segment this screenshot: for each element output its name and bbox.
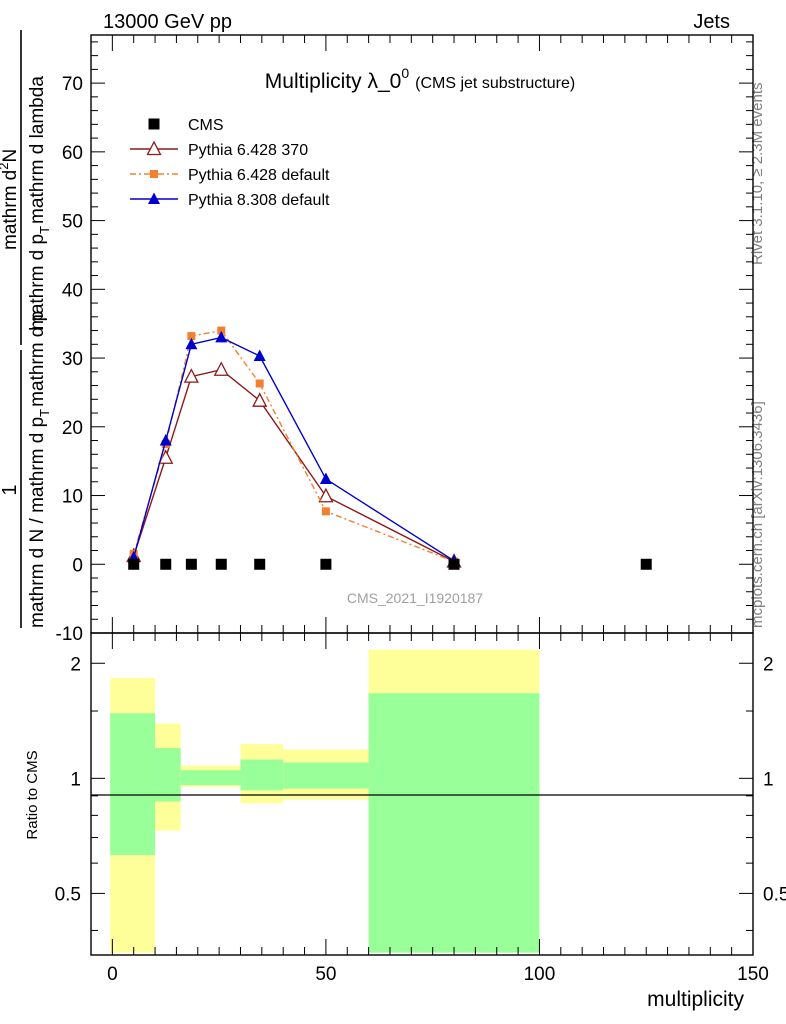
point-cms xyxy=(254,558,266,570)
point-pythia-6-428-370 xyxy=(252,392,268,407)
ratio-bands xyxy=(110,649,540,953)
y-tick-label: 20 xyxy=(62,418,83,439)
ratio-panel: 0.5 0.5 1 1 2 2 0 50 100 150 Ratio to CMS multipl… xyxy=(24,632,786,1011)
legend: CMS Pythia 6.428 370 Pythia 6.428 default P… xyxy=(130,117,330,209)
legend-label-pythia-6-428-default: Pythia 6.428 default xyxy=(188,167,330,184)
ratio-y-tick-label: 1 xyxy=(70,769,81,790)
point-pythia-6-428-default xyxy=(321,507,330,516)
rivet-version-label: Rivet 3.1.10, ≥ 2.3M events xyxy=(749,83,766,266)
ratio-band-inner xyxy=(283,762,369,789)
ylabel-frac1-denominator: mathrm d N / mathrm d pTmathrm d p xyxy=(27,311,52,628)
point-pythia-8-308-default xyxy=(319,472,332,485)
ylabel-frac1-numerator: 1 xyxy=(0,484,21,495)
point-pythia-6-428-370 xyxy=(213,361,229,376)
point-pythia-8-308-default xyxy=(215,330,228,343)
ratio-y-tick-label-right: 0.5 xyxy=(763,884,786,905)
y-tick-label: 50 xyxy=(62,212,83,233)
point-cms xyxy=(320,558,332,570)
legend-marker-pythia-8-308-default xyxy=(148,192,160,204)
ratio-band-inner xyxy=(240,759,284,791)
y-tick-label: 30 xyxy=(62,349,83,370)
ratio-y-tick-label: 0.5 xyxy=(55,884,81,905)
point-cms xyxy=(448,558,460,570)
ratio-y-tick-label-right: 1 xyxy=(763,769,774,790)
main-plot-panel: -10 0 10 20 30 40 50 60 70 CMS_2021_I1920187 Mul… xyxy=(56,34,754,645)
chart-title: Multiplicity λ_00(CMS jet substructure) xyxy=(265,65,575,93)
legend-label-pythia-8-308-default: Pythia 8.308 default xyxy=(188,192,330,209)
point-cms xyxy=(185,558,197,570)
mcplots-label: mcplots.cern.ch [arXiv:1306.3436] xyxy=(749,401,766,628)
y-tick-label: 40 xyxy=(62,280,83,301)
ratio-band-inner xyxy=(368,693,540,953)
x-tick-label: 0 xyxy=(107,964,118,985)
point-pythia-8-308-default xyxy=(159,434,172,446)
ratio-frame xyxy=(90,632,754,956)
x-tick-label: 150 xyxy=(737,964,769,985)
point-pythia-6-428-default xyxy=(187,332,196,341)
x-axis-label: multiplicity xyxy=(647,988,744,1011)
ratio-ylabel: Ratio to CMS xyxy=(24,750,41,839)
legend-marker-cms xyxy=(148,118,160,130)
point-pythia-6-428-370 xyxy=(183,368,199,383)
ratio-y-tick-label: 2 xyxy=(70,654,81,675)
point-cms xyxy=(215,558,227,570)
legend-marker-pythia-6-428-370 xyxy=(146,140,162,156)
x-tick-label: 100 xyxy=(524,964,556,985)
upper-ylabel: 1 mathrm d N / mathrm d pTmathrm d p mat… xyxy=(0,30,52,628)
point-pythia-6-428-370 xyxy=(318,487,334,503)
legend-label-cms: CMS xyxy=(188,117,224,134)
ratio-band-inner xyxy=(110,713,156,856)
header-energy: 13000 GeV pp xyxy=(103,11,232,33)
point-cms xyxy=(640,558,652,570)
y-tick-label: 70 xyxy=(62,74,83,95)
y-tick-label: 0 xyxy=(72,555,83,576)
series-line-pythia-6-428-default xyxy=(133,329,455,563)
series-layer xyxy=(126,326,652,570)
main-plot-ticks: -10 0 10 20 30 40 50 60 70 xyxy=(56,35,754,645)
watermark: CMS_2021_I1920187 xyxy=(347,590,483,606)
ratio-band-inner xyxy=(180,770,241,786)
ylabel-frac2-numerator: mathrm d2N xyxy=(0,149,21,250)
ratio-band-inner xyxy=(155,748,181,802)
point-pythia-6-428-default xyxy=(217,326,226,335)
series-line-pythia-6-428-370 xyxy=(133,368,455,563)
point-pythia-6-428-default xyxy=(255,379,264,388)
point-cms xyxy=(128,558,140,570)
y-tick-label: 10 xyxy=(62,487,83,508)
point-pythia-8-308-default xyxy=(253,349,266,361)
ratio-ticks: 0.5 0.5 1 1 2 2 0 50 100 150 xyxy=(55,633,786,985)
legend-label-pythia-6-428-370: Pythia 6.428 370 xyxy=(188,142,308,159)
ratio-y-tick-label-right: 2 xyxy=(763,654,774,675)
y-tick-label: 60 xyxy=(62,143,83,164)
legend-marker-pythia-6-428-default xyxy=(150,170,158,178)
x-tick-label: 50 xyxy=(315,964,336,985)
point-pythia-8-308-default xyxy=(185,337,198,350)
y-tick-label: -10 xyxy=(56,624,83,645)
point-cms xyxy=(160,558,172,570)
header-jets: Jets xyxy=(693,11,730,33)
ylabel-frac2-denominator: mathrm d pTmathrm d lambda xyxy=(27,76,52,330)
